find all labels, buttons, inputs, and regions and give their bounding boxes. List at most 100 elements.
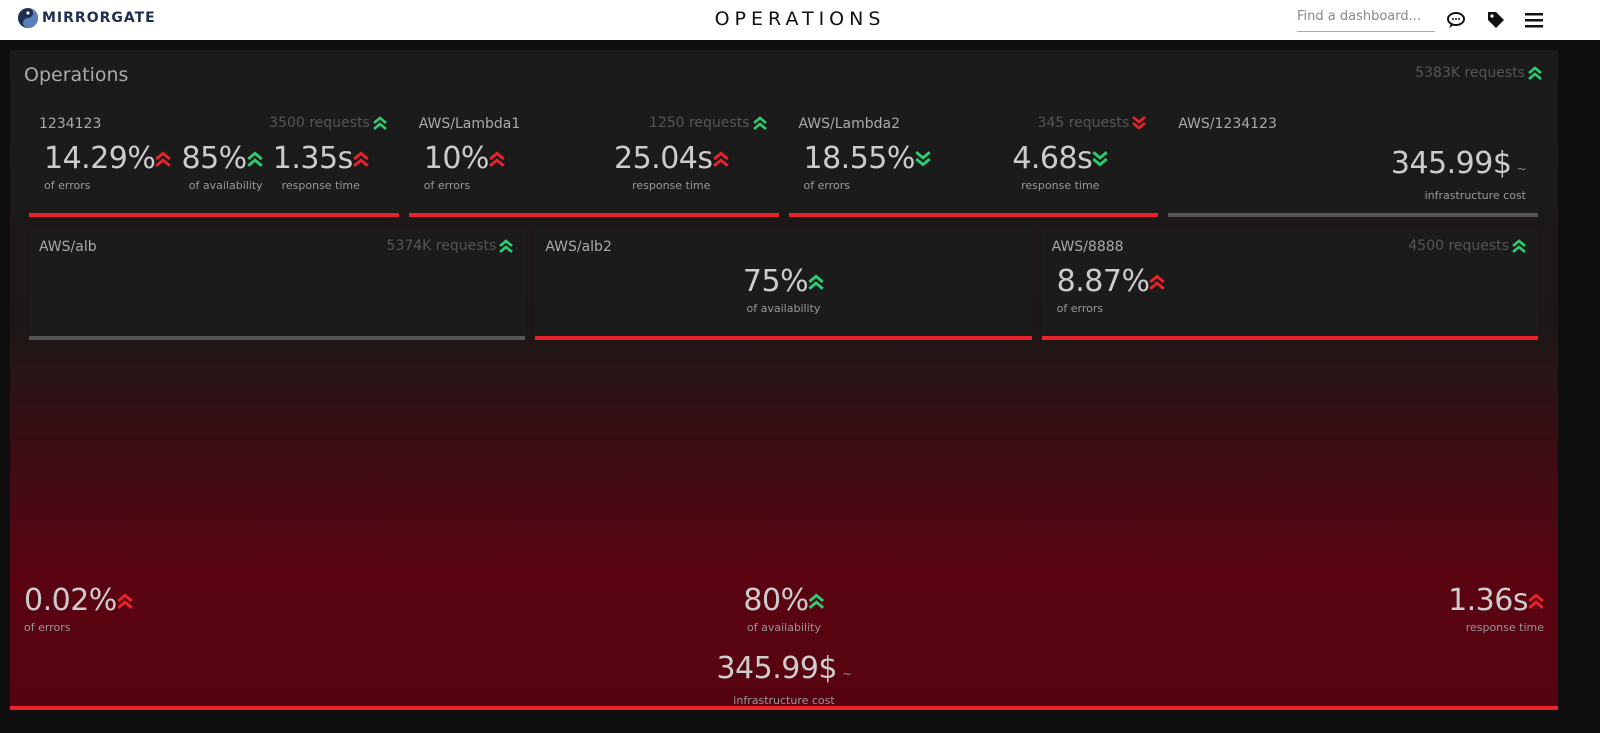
metric-value: 345.99$ ~ — [716, 646, 852, 692]
trend-icon — [1092, 151, 1108, 167]
trend-icon — [353, 151, 369, 167]
value-text: 14.29% — [44, 141, 156, 176]
trend-icon — [489, 151, 505, 167]
metric-label: of errors — [44, 179, 91, 192]
metric-value: 80% — [743, 583, 825, 619]
tile-row: 1234123 3500 requests 14.29% of errors 85% of… — [29, 105, 1538, 217]
metric: 1.35s response time — [273, 141, 369, 192]
metric: 0.02% of errors — [24, 583, 133, 634]
value-text: 75% — [742, 264, 809, 299]
tile[interactable]: AWS/Lambda2 345 requests 18.55% of errors 4.… — [788, 105, 1159, 217]
metric-label: of errors — [803, 179, 850, 192]
tile-name: AWS/alb — [39, 239, 97, 255]
tile[interactable]: AWS/alb2 75% of availability — [535, 228, 1032, 340]
tile-name: AWS/Lambda1 — [418, 116, 521, 132]
tile[interactable]: AWS/alb 5374K requests — [29, 228, 526, 340]
tile-name: AWS/8888 — [1051, 239, 1124, 255]
trend-icon — [1528, 66, 1542, 80]
tile[interactable]: AWS/8888 4500 requests 8.87% of errors — [1041, 228, 1538, 340]
metric-label: of availability — [188, 179, 263, 192]
logo-icon — [18, 8, 38, 28]
logo-text: MIRRORGATE — [42, 10, 156, 26]
metric: 345.99$ ~ infrastructure cost — [716, 646, 852, 707]
metric-value: 4.68s — [1012, 141, 1108, 177]
tile-requests: 1250 requests — [649, 115, 767, 131]
value-text: 1.36s — [1448, 583, 1528, 618]
metric-value: 8.87% — [1057, 264, 1166, 300]
metric-label: of errors — [423, 179, 471, 192]
trend-icon — [752, 116, 767, 130]
metric: 75% of availability — [743, 264, 824, 315]
metric-label: infrastructure cost — [733, 694, 835, 707]
comments-button[interactable] — [1446, 10, 1466, 30]
metric: 1.36s response time — [1448, 583, 1544, 634]
trend-icon — [1528, 593, 1544, 609]
trend-icon — [1512, 239, 1526, 253]
metric-value: 345.99$ ~ — [1390, 141, 1527, 187]
metric-label: of errors — [24, 621, 71, 634]
tile[interactable]: AWS/1234123 345.99$ ~ infrastructure cost — [1168, 105, 1538, 217]
tile-requests: 345 requests — [1038, 115, 1147, 131]
requests-text: 5374K requests — [386, 238, 497, 254]
requests-text: 5383K requests — [1415, 65, 1525, 81]
requests-text: 3500 requests — [269, 115, 370, 131]
metrics: 8.87% of errors — [1042, 264, 1538, 315]
tile-name: 1234123 — [39, 116, 102, 132]
value-text: 345.99$ — [1390, 146, 1512, 181]
menu-button[interactable] — [1524, 10, 1544, 30]
metric: 345.99$ ~ infrastructure cost — [1390, 141, 1527, 202]
trend-symbol: ~ — [1516, 162, 1526, 176]
search-input[interactable]: Find a dashboard... — [1297, 9, 1435, 32]
metric-label: response time — [1021, 179, 1100, 192]
trend-icon — [499, 239, 514, 253]
trend-icon — [808, 274, 824, 290]
metric-value: 75% — [743, 264, 824, 300]
metric-label: of availability — [747, 621, 821, 634]
metric-label: of availability — [746, 302, 821, 315]
metrics: 75% of availability — [535, 264, 1031, 315]
value-text: 25.04s — [613, 141, 713, 176]
trend-icon — [915, 151, 931, 167]
tile[interactable]: 1234123 3500 requests 14.29% of errors 85% of… — [29, 105, 399, 217]
metric: 25.04s response time — [614, 141, 729, 192]
tile-requests: 5374K requests — [387, 238, 514, 254]
metric-value: 1.36s — [1448, 583, 1544, 619]
metric-value: 10% — [424, 141, 505, 177]
metric-value: 25.04s — [614, 141, 729, 177]
requests-text: 1250 requests — [648, 115, 750, 131]
metric: 8.87% of errors — [1057, 264, 1166, 315]
logo[interactable]: MIRRORGATE — [17, 7, 156, 29]
trend-icon — [155, 151, 172, 167]
metric: 18.55% of errors — [804, 141, 931, 192]
metrics: 345.99$ ~ infrastructure cost — [1168, 141, 1538, 202]
metric-label: response time — [1465, 621, 1544, 634]
metrics: 14.29% of errors 85% of availability 1.35s re… — [29, 141, 399, 192]
tile-requests: 3500 requests — [269, 115, 387, 131]
requests-text: 345 requests — [1037, 115, 1130, 131]
metric-value: 0.02% — [24, 583, 133, 619]
tile[interactable]: AWS/Lambda1 1250 requests 10% of errors 25.0… — [408, 105, 779, 217]
header: MIRRORGATE OPERATIONS Find a dashboard..… — [0, 0, 1600, 40]
metric-label: response time — [281, 179, 360, 192]
operations-panel: Operations 5383K requests 1234123 3500 re… — [10, 50, 1558, 710]
trend-icon — [372, 116, 387, 130]
metric: 14.29% of errors — [44, 141, 172, 192]
value-text: 80% — [743, 583, 809, 618]
trend-icon — [712, 151, 729, 167]
metric-value: 85% — [182, 141, 263, 177]
metric-label: infrastructure cost — [1424, 189, 1526, 202]
panel-requests: 5383K requests — [1415, 65, 1542, 81]
trend-icon — [1149, 274, 1166, 290]
metrics: 10% of errors 25.04s response time — [409, 141, 779, 192]
trend-icon — [808, 593, 825, 609]
metric: 4.68s response time — [1012, 141, 1108, 192]
value-text: 345.99$ — [716, 651, 837, 686]
metrics: 18.55% of errors 4.68s response time — [789, 141, 1159, 192]
tile-name: AWS/Lambda2 — [798, 116, 901, 132]
value-text: 18.55% — [803, 141, 916, 176]
tags-button[interactable] — [1486, 10, 1506, 30]
metric-value: 14.29% — [44, 141, 172, 177]
metric: 10% of errors — [424, 141, 505, 192]
value-text: 0.02% — [24, 583, 117, 618]
